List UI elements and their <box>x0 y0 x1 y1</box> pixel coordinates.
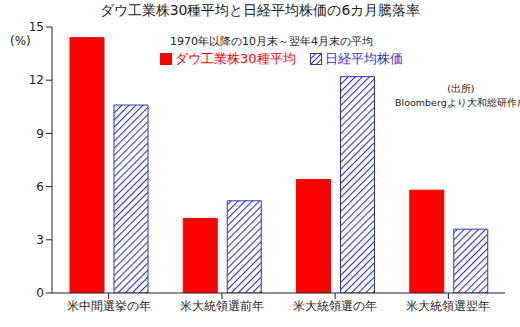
svg-text:0: 0 <box>36 286 44 300</box>
svg-text:6: 6 <box>36 180 44 194</box>
html-text:日経平均株価: 日経平均株価 <box>324 51 403 66</box>
svg-text:12: 12 <box>29 73 44 87</box>
html-text:(出所): (出所) <box>447 83 475 94</box>
svg-text:米大統領選前年: 米大統領選前年 <box>180 299 264 313</box>
svg-text:米大統領選の年: 米大統領選の年 <box>293 299 377 313</box>
svg-text:3: 3 <box>36 233 44 247</box>
svg-text:15: 15 <box>29 20 44 34</box>
html-text:ダウ工業株30種平均: ダウ工業株30種平均 <box>175 51 296 66</box>
html-text:ダウ工業株30種平均と日経平均株価の6カ月騰落率: ダウ工業株30種平均と日経平均株価の6カ月騰落率 <box>99 2 421 18</box>
html-text:1970年以降の10月末～翌年4月末の平均: 1970年以降の10月末～翌年4月末の平均 <box>170 35 373 48</box>
svg-text:9: 9 <box>36 127 44 141</box>
svg-text:米大統領選翌年: 米大統領選翌年 <box>406 299 490 313</box>
svg-text:米中間選挙の年: 米中間選挙の年 <box>67 299 151 313</box>
